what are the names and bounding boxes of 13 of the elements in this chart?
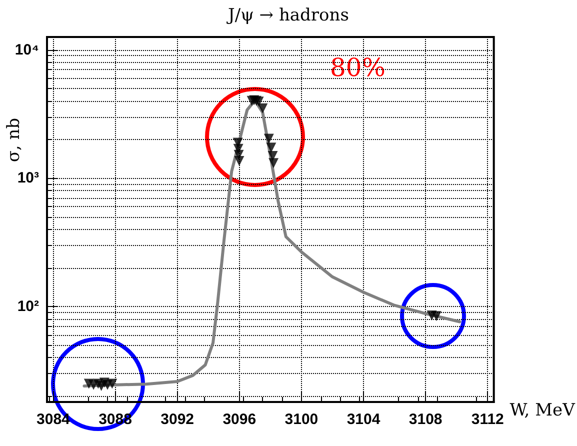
- x-tick-label: 3092: [160, 411, 194, 428]
- x-tick-label: 3100: [284, 411, 318, 428]
- x-tick-label: 3112: [471, 411, 504, 428]
- x-tick-label: 3104: [346, 411, 381, 428]
- y-axis-title: σ, nb: [4, 118, 24, 162]
- y-tick-label: 10²: [17, 298, 39, 315]
- y-tick-label: 10³: [17, 170, 39, 187]
- x-tick-label: 3108: [408, 411, 442, 428]
- x-tick-label: 3096: [222, 411, 256, 428]
- chart-title: J/ψ → hadrons: [226, 6, 349, 26]
- y-tick-label: 10⁴: [14, 41, 39, 58]
- x-axis-title: W, MeV: [510, 400, 576, 420]
- x-tick-label: 3084: [36, 411, 71, 428]
